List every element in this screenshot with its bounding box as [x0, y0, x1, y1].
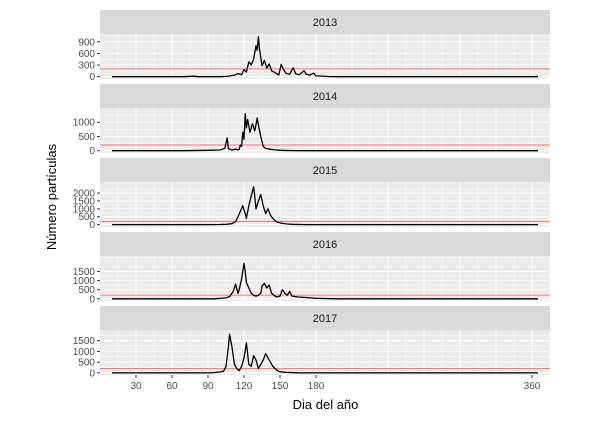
y-tick-label: 0	[89, 72, 95, 83]
y-tick-label: 500	[78, 285, 95, 296]
x-tick-label: 150	[272, 381, 289, 392]
y-tick-label: 900	[78, 37, 95, 48]
series-line-2017	[112, 333, 538, 374]
strip-2016	[100, 232, 550, 256]
y-tick-label: 1000	[73, 347, 96, 358]
y-tick-label: 2000	[73, 189, 96, 200]
strip-label-2017: 2017	[313, 313, 337, 325]
y-tick-label: 0	[89, 368, 95, 379]
y-tick-label: 1000	[73, 204, 96, 215]
strip-label-2014: 2014	[313, 91, 337, 103]
series-line-2014	[112, 113, 538, 152]
y-tick-label: 500	[78, 212, 95, 223]
plot-bg-2015	[100, 182, 550, 227]
strip-2015	[100, 158, 550, 182]
x-tick-label: 30	[130, 381, 142, 392]
y-tick-label: 300	[78, 61, 95, 72]
x-tick-label: 60	[166, 381, 178, 392]
plot-bg-2014	[100, 108, 550, 153]
y-axis-title: Número partículas	[44, 143, 59, 250]
y-tick-label: 1500	[73, 196, 96, 207]
y-tick-label: 1000	[73, 118, 96, 129]
y-tick-label: 1500	[73, 267, 96, 278]
y-tick-label: 1000	[73, 276, 96, 287]
strip-2017	[100, 306, 550, 330]
plot-bg-2013	[100, 34, 550, 79]
x-tick-label: 180	[308, 381, 325, 392]
series-line-2016	[112, 262, 538, 300]
x-tick-label: 90	[202, 381, 214, 392]
strip-2013	[100, 10, 550, 34]
y-tick-label: 500	[78, 132, 95, 143]
y-tick-label: 500	[78, 358, 95, 369]
plot-bg-2016	[100, 256, 550, 301]
strip-label-2013: 2013	[313, 17, 337, 29]
series-line-2013	[112, 36, 538, 78]
panels: 2013030060090020140500100020150500100015…	[73, 10, 551, 379]
x-tick-label: 360	[524, 381, 541, 392]
strip-label-2016: 2016	[313, 239, 337, 251]
x-axis-title: Dia del año	[293, 397, 359, 412]
y-tick-label: 0	[89, 146, 95, 157]
y-tick-label: 0	[89, 294, 95, 305]
y-tick-label: 1500	[73, 336, 96, 347]
x-tick-label: 120	[236, 381, 253, 392]
panel-2014: 2014 0 500 1000	[73, 84, 551, 157]
y-tick-label: 600	[78, 49, 95, 60]
series-line-2015	[112, 186, 538, 226]
strip-2014	[100, 84, 550, 108]
strip-label-2015: 2015	[313, 165, 337, 177]
y-tick-label: 0	[89, 220, 95, 231]
x-axis: 30 60 90 120 150 180 360	[130, 375, 541, 392]
